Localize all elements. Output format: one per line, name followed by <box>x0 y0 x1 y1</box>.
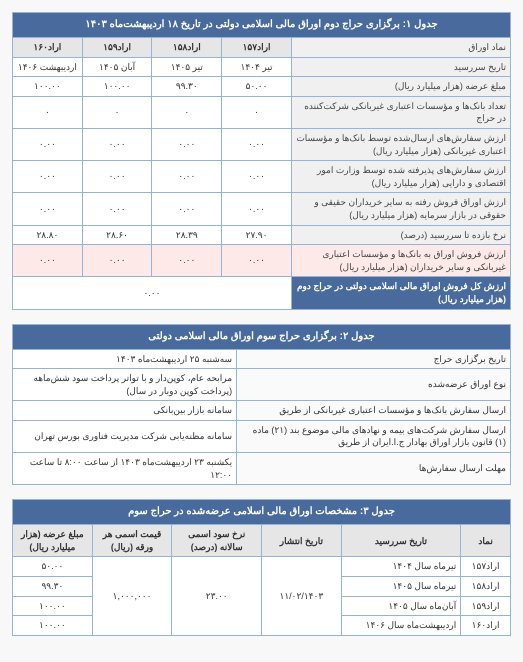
t2-label: ارسال سفارش بانک‌ها و مؤسسات اعتباری غیر… <box>237 401 511 421</box>
t1-row-label: ارزش سفارش‌های ارسال‌شده توسط بانک‌ها و … <box>291 128 510 160</box>
t2-label: مهلت ارسال سفارش‌ها <box>237 453 511 485</box>
t1-row-label: ارزش سفارش‌های پذیرفته شده توسط وزارت ام… <box>291 161 510 193</box>
t1-cell: ۱۰۰.۰۰ <box>13 77 83 97</box>
table-1: جدول ۱: برگزاری حراج دوم اوراق مالی اسلا… <box>12 12 511 310</box>
t2-label: تاریخ برگزاری حراج <box>237 349 511 369</box>
t3-maturity: تیرماه سال ۱۴۰۴ <box>341 557 461 577</box>
total-val: ۰.۰۰ <box>13 277 292 309</box>
t1-cell: ۰.۰۰ <box>13 161 83 193</box>
table1-title: جدول ۱: برگزاری حراج دوم اوراق مالی اسلا… <box>13 13 511 38</box>
t1-cell: ۰.۰۰ <box>13 193 83 225</box>
t1-cell: ۰.۰۰ <box>222 161 292 193</box>
t3-h0: نماد <box>461 525 511 557</box>
t3-h5: مبلغ عرضه (هزار میلیارد ریال) <box>13 525 93 557</box>
t1-cell: ۰ <box>222 96 292 128</box>
t1-cell: آبان ۱۴۰۵ <box>82 57 152 77</box>
t1-row-label: ارزش اوراق فروش رفته به سایر خریداران حق… <box>291 193 510 225</box>
t3-amount: ۱۰۰.۰۰ <box>13 616 93 636</box>
t3-h3: نرخ سود اسمی سالانه (درصد) <box>172 525 262 557</box>
t1-cell: ۰.۰۰ <box>152 161 222 193</box>
t1-cell: ۲۸.۸۰ <box>13 225 83 245</box>
t1-cell: ۲۷.۹۰ <box>222 225 292 245</box>
t3-price: ۱,۰۰۰,۰۰۰ <box>92 557 172 635</box>
table-2: جدول ۲: برگزاری حراج سوم اوراق مالی اسلا… <box>12 324 511 486</box>
col-160: اراد۱۶۰ <box>13 38 83 58</box>
t3-h1: تاریخ سررسید <box>341 525 461 557</box>
t1-cell: ۲۸.۶۰ <box>82 225 152 245</box>
t1-cell: تیر ۱۴۰۴ <box>222 57 292 77</box>
t1-cell: ۰.۰۰ <box>152 193 222 225</box>
t1-cell: ۰ <box>152 96 222 128</box>
t3-rate: ۲۳.۰۰ <box>172 557 262 635</box>
t3-h4: قیمت اسمی هر ورقه (ریال) <box>92 525 172 557</box>
t3-symbol: اراد۱۵۹ <box>461 596 511 616</box>
highlight-v0: ۰.۰۰ <box>222 245 292 277</box>
t3-maturity: آبان‌ماه سال ۱۴۰۵ <box>341 596 461 616</box>
t3-h2: تاریخ انتشار <box>262 525 342 557</box>
t2-value: سه‌شنبه ۲۵ اردیبهشت‌ماه ۱۴۰۳ <box>13 349 237 369</box>
col-head-label: نماد اوراق <box>291 38 510 58</box>
t1-cell: ۰.۰۰ <box>13 128 83 160</box>
t3-symbol: اراد۱۵۷ <box>461 557 511 577</box>
t1-cell: ۲۸.۳۹ <box>152 225 222 245</box>
t1-row-label: تاریخ سررسید <box>291 57 510 77</box>
t1-cell: ۰ <box>13 96 83 128</box>
t2-value: یکشنبه ۲۳ اردیبهشت‌ماه ۱۴۰۳ از ساعت ۸:۰۰… <box>13 453 237 485</box>
t2-value: سامانه مظنه‌یابی شرکت مدیریت فناوری بورس… <box>13 420 237 452</box>
highlight-label: ارزش فروش اوراق به بانک‌ها و مؤسسات اعتب… <box>291 245 510 277</box>
total-label: ارزش کل فروش اوراق مالی اسلامی دولتی در … <box>291 277 510 309</box>
t1-row-label: تعداد بانک‌ها و مؤسسات اعتباری غیربانکی … <box>291 96 510 128</box>
t1-cell: اردیبهشت ۱۴۰۶ <box>13 57 83 77</box>
t1-cell: ۵۰.۰۰ <box>222 77 292 97</box>
t1-cell: ۰.۰۰ <box>82 161 152 193</box>
t3-symbol: اراد۱۶۰ <box>461 616 511 636</box>
highlight-v1: ۰.۰۰ <box>152 245 222 277</box>
t2-value: سامانه بازار بین‌بانکی <box>13 401 237 421</box>
t1-cell: ۰.۰۰ <box>82 128 152 160</box>
table3-title: جدول ۳: مشخصات اوراق مالی اسلامی عرضه‌شد… <box>13 500 511 525</box>
t1-cell: ۰.۰۰ <box>222 128 292 160</box>
t3-amount: ۵۰.۰۰ <box>13 557 93 577</box>
t1-row-label: مبلغ عرضه (هزار میلیارد ریال) <box>291 77 510 97</box>
t2-label: ارسال سفارش شرکت‌های بیمه و نهادهای مالی… <box>237 420 511 452</box>
highlight-v2: ۰.۰۰ <box>82 245 152 277</box>
col-157: اراد۱۵۷ <box>222 38 292 58</box>
t2-label: نوع اوراق عرضه‌شده <box>237 369 511 401</box>
t3-symbol: اراد۱۵۸ <box>461 577 511 597</box>
t3-maturity: تیرماه سال ۱۴۰۵ <box>341 577 461 597</box>
col-159: اراد۱۵۹ <box>82 38 152 58</box>
t2-value: مرابحه عام، کوپن‌دار و با تواتر پرداخت س… <box>13 369 237 401</box>
table-3: جدول ۳: مشخصات اوراق مالی اسلامی عرضه‌شد… <box>12 499 511 636</box>
t1-cell: ۰.۰۰ <box>152 128 222 160</box>
t1-cell: ۰.۰۰ <box>222 193 292 225</box>
t1-cell: ۰ <box>82 96 152 128</box>
t3-amount: ۹۹.۳۰ <box>13 577 93 597</box>
col-158: اراد۱۵۸ <box>152 38 222 58</box>
t3-maturity: اردیبهشت‌ماه سال ۱۴۰۶ <box>341 616 461 636</box>
highlight-v3: ۰.۰۰ <box>13 245 83 277</box>
t1-cell: ۰.۰۰ <box>82 193 152 225</box>
table2-title: جدول ۲: برگزاری حراج سوم اوراق مالی اسلا… <box>13 324 511 349</box>
t3-amount: ۱۰۰.۰۰ <box>13 596 93 616</box>
t3-issue-date: ۱۱/۰۲/۱۴۰۳ <box>262 557 342 635</box>
t1-cell: ۹۹.۳۰ <box>152 77 222 97</box>
t1-cell: ۱۰۰.۰۰ <box>82 77 152 97</box>
t1-row-label: نرخ بازده تا سررسید (درصد) <box>291 225 510 245</box>
t1-cell: تیر ۱۴۰۵ <box>152 57 222 77</box>
